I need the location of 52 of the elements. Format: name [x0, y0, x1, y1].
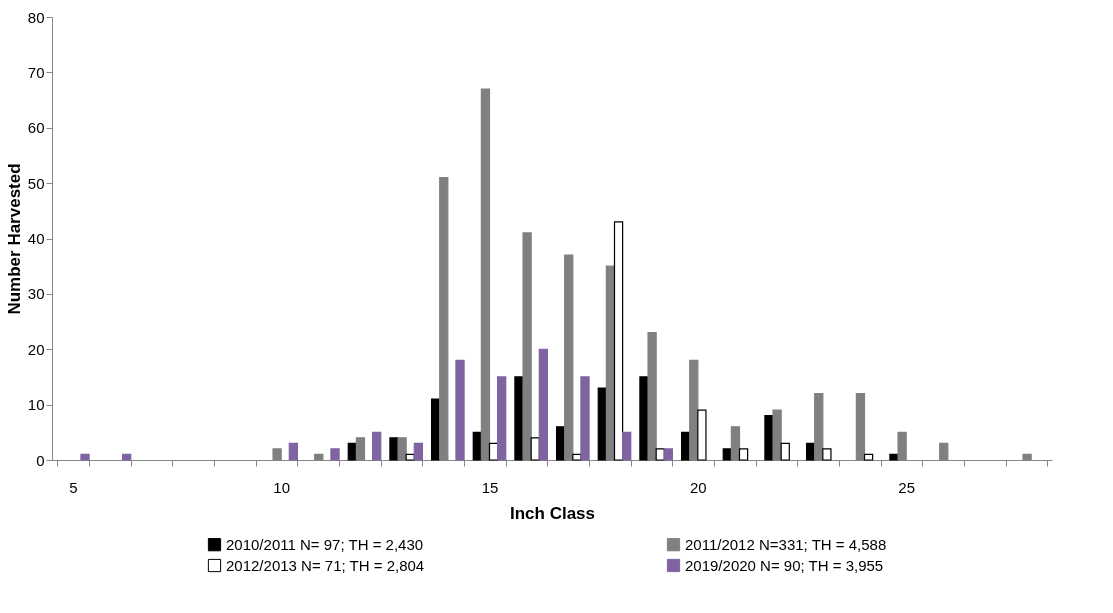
x-tick-label: 5	[69, 478, 78, 496]
x-tick-label: 15	[481, 478, 499, 496]
bar	[455, 359, 465, 461]
y-tick-label: 0	[36, 451, 45, 469]
bar	[772, 409, 782, 461]
bar	[397, 437, 407, 461]
y-tick-label: 80	[27, 8, 45, 26]
x-tick-label: 20	[689, 478, 707, 496]
bar	[480, 88, 491, 461]
bar	[330, 448, 340, 461]
bar	[580, 376, 590, 461]
y-tick-label: 10	[27, 396, 45, 414]
bar	[538, 348, 549, 461]
bar	[622, 431, 632, 461]
y-axis-title: Number Harvested	[4, 163, 24, 315]
bar	[780, 442, 790, 461]
y-tick-label: 40	[27, 230, 45, 247]
bar	[522, 232, 532, 461]
bar	[613, 221, 624, 461]
bar	[288, 442, 299, 461]
bar	[655, 448, 665, 461]
y-tick-label: 30	[27, 285, 45, 303]
bar	[122, 453, 132, 461]
bar	[889, 453, 899, 461]
bar	[80, 453, 90, 461]
legend-label: 2011/2012 N=331; TH = 4,588	[685, 535, 887, 553]
y-tick-label: 70	[27, 63, 45, 81]
bar	[405, 453, 415, 461]
bar	[663, 448, 674, 461]
bar	[738, 448, 749, 461]
bar	[372, 431, 382, 461]
legend-label: 2012/2013 N= 71; TH = 2,804	[226, 556, 425, 574]
bar	[572, 453, 582, 461]
bar	[647, 332, 657, 461]
bar	[413, 442, 424, 461]
bar	[497, 376, 507, 461]
bar	[822, 448, 832, 461]
legend-label: 2019/2020 N= 90; TH = 3,955	[685, 556, 884, 574]
x-axis-title: Inch Class	[509, 503, 596, 523]
x-tick-label: 10	[273, 478, 291, 496]
y-tick-label: 20	[27, 340, 45, 358]
bar	[814, 392, 824, 461]
bar	[689, 359, 699, 461]
bar	[697, 409, 707, 461]
bar	[722, 448, 732, 461]
legend-label: 2010/2011 N= 97; TH = 2,430	[226, 535, 424, 553]
bar	[730, 426, 741, 461]
y-tick-label: 50	[27, 174, 45, 192]
x-tick-label: 25	[898, 478, 916, 496]
bar	[863, 453, 874, 461]
y-tick-label: 60	[27, 119, 45, 137]
bar	[564, 254, 574, 461]
